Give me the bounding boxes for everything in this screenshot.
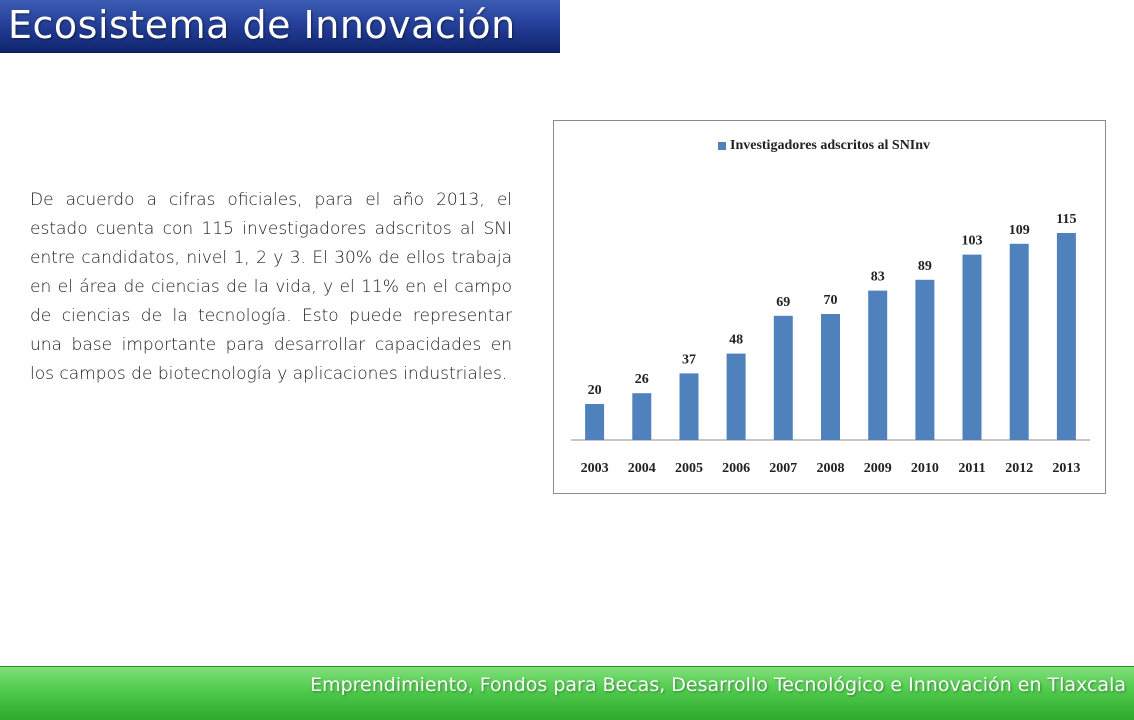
x-tick-2009: 2009 — [864, 461, 892, 476]
data-label-2007: 69 — [776, 295, 790, 310]
x-tick-2010: 2010 — [911, 461, 939, 476]
data-label-2012: 109 — [1009, 223, 1030, 238]
legend-label: Investigadores adscritos al SNInv — [730, 138, 931, 153]
x-tick-2003: 2003 — [581, 461, 609, 476]
bar-2011 — [962, 254, 982, 440]
x-tick-2008: 2008 — [817, 461, 845, 476]
data-label-2006: 48 — [729, 333, 743, 348]
x-tick-2011: 2011 — [958, 461, 985, 476]
chart-legend: Investigadores adscritos al SNInv — [718, 138, 930, 154]
x-tick-2012: 2012 — [1005, 461, 1033, 476]
body-paragraph: De acuerdo a cifras oficiales, para el a… — [30, 190, 512, 384]
page-title: Ecosistema de Innovación — [8, 3, 516, 47]
title-bar: Ecosistema de Innovación — [0, 0, 560, 53]
x-tick-2005: 2005 — [675, 461, 703, 476]
bar-chart: 20 2003 26 2004 37 2005 48 2006 69 2007 70 2008 83 20… — [571, 212, 1090, 476]
chart-frame: Investigadores adscritos al SNInv 20 2003… — [553, 120, 1106, 494]
data-label-2003: 20 — [588, 383, 602, 398]
bar-2006 — [726, 353, 746, 440]
bar-2004 — [632, 393, 652, 440]
bar-2009 — [868, 290, 888, 440]
bar-2008 — [821, 314, 840, 440]
x-tick-2013: 2013 — [1052, 461, 1080, 476]
data-label-2008: 70 — [824, 293, 838, 308]
data-label-2010: 89 — [918, 259, 932, 274]
data-label-2013: 115 — [1056, 212, 1076, 227]
footer-bar: Emprendimiento, Fondos para Becas, Desar… — [0, 666, 1134, 720]
data-label-2004: 26 — [635, 372, 649, 387]
x-tick-2007: 2007 — [769, 461, 797, 476]
x-tick-2006: 2006 — [722, 461, 750, 476]
bar-2010 — [915, 279, 935, 440]
bar-2003 — [585, 404, 605, 440]
footer-text: Emprendimiento, Fondos para Becas, Desar… — [310, 674, 1126, 696]
data-label-2011: 103 — [962, 234, 983, 249]
data-label-2005: 37 — [682, 352, 696, 367]
x-tick-2004: 2004 — [628, 461, 656, 476]
data-label-2009: 83 — [871, 270, 885, 285]
bar-2007 — [773, 315, 793, 440]
bar-2005 — [679, 373, 699, 440]
bar-2012 — [1009, 243, 1029, 440]
legend-swatch — [718, 142, 726, 150]
bar-2013 — [1056, 233, 1076, 440]
